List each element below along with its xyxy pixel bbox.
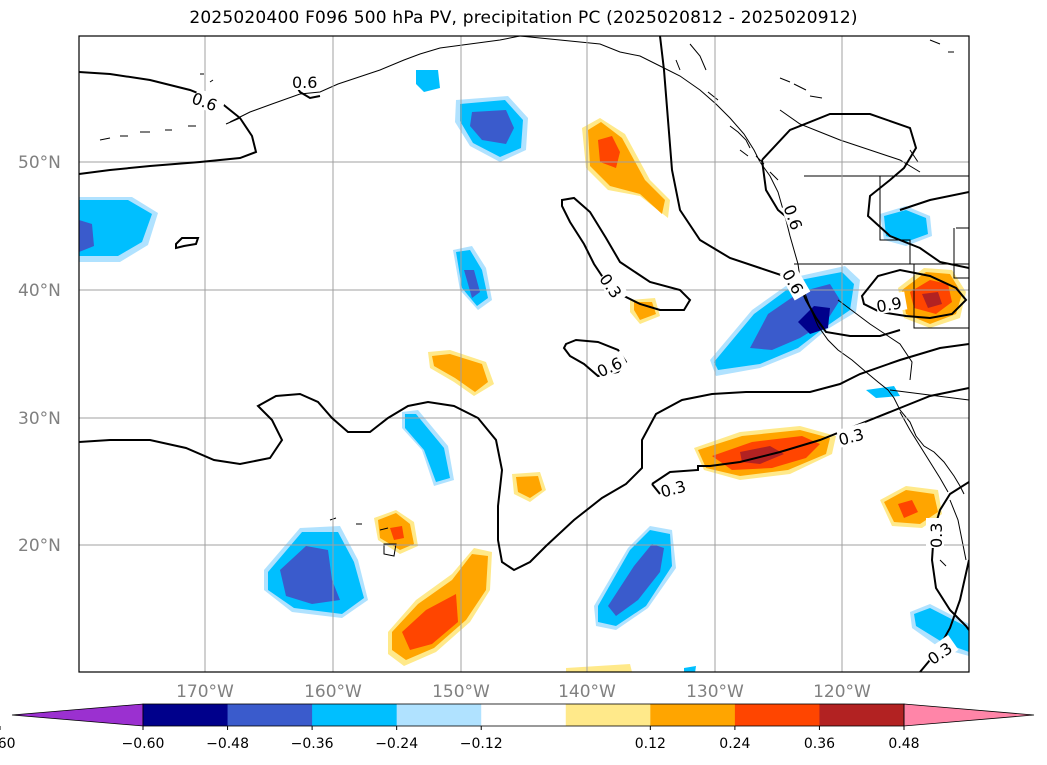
colorbar-segment xyxy=(565,704,651,726)
colorbar-tick-label: 0.24 xyxy=(719,736,750,752)
contour-label: 0.9 xyxy=(875,293,903,316)
lon-label: 170°W xyxy=(176,682,234,702)
negative-anomaly-strip xyxy=(402,410,454,486)
map-frame xyxy=(78,35,970,673)
colorbar-segment xyxy=(396,704,482,726)
negative-anomaly-southeast xyxy=(594,526,676,630)
positive-anomaly-south xyxy=(388,548,492,666)
lat-label: 30°N xyxy=(18,409,61,429)
colorbar-tick-label: 0.60 xyxy=(0,736,16,752)
positive-anomaly-subtropical-jet xyxy=(694,426,836,480)
positive-anomaly-bottom xyxy=(566,664,632,672)
precip-shading xyxy=(79,70,969,672)
colorbar-tick-label: 0.12 xyxy=(635,736,666,752)
colorbar-extend-min xyxy=(11,703,144,727)
colorbar-tick-label: −0.48 xyxy=(206,736,249,752)
negative-anomaly-small-north xyxy=(416,70,440,92)
graticule xyxy=(79,36,969,672)
colorbar-extend-max xyxy=(903,703,1035,727)
positive-anomaly-northeast-pacific xyxy=(582,118,670,218)
lon-label: 130°W xyxy=(686,682,744,702)
contour-label: 0.3 xyxy=(927,523,946,548)
colorbar-tick-label: −0.12 xyxy=(460,736,503,752)
colorbar-segment xyxy=(143,704,229,726)
lat-label: 20°N xyxy=(18,536,61,556)
political-boundaries xyxy=(779,109,969,401)
positive-anomaly-hawaii xyxy=(374,510,418,554)
colorbar: −0.60 −0.48 −0.36 −0.24 −0.12 0.12 0.24 0.36 0.4… xyxy=(0,703,1035,752)
lat-label: 50°N xyxy=(18,153,61,173)
colorbar-tick-label: 0.48 xyxy=(888,736,919,752)
colorbar-tick-label: −0.36 xyxy=(291,736,334,752)
longitude-labels: 170°W 160°W 150°W 140°W 130°W 120°W xyxy=(176,682,871,702)
colorbar-segment xyxy=(650,704,736,726)
positive-anomaly-mexico xyxy=(880,486,942,528)
lon-label: 140°W xyxy=(558,682,616,702)
negative-anomaly-gulf xyxy=(455,96,528,162)
negative-anomaly-central xyxy=(453,246,492,310)
colorbar-segment xyxy=(227,704,313,726)
pv-contours xyxy=(79,36,969,672)
latitude-labels: 50°N 40°N 30°N 20°N xyxy=(18,153,61,556)
colorbar-segment xyxy=(481,704,567,726)
colorbar-segment xyxy=(819,704,905,726)
lat-label: 40°N xyxy=(18,281,61,301)
colorbar-frame xyxy=(142,703,905,727)
map-title: 2025020400 F096 500 hPa PV, precipitatio… xyxy=(189,8,858,28)
lon-label: 150°W xyxy=(432,682,490,702)
positive-anomaly-great-basin xyxy=(898,268,966,328)
contour-label: 0.6 xyxy=(292,73,317,92)
negative-anomaly-west-edge xyxy=(79,197,158,262)
colorbar-tick-label: −0.60 xyxy=(122,736,165,752)
colorbar-segment xyxy=(312,704,398,726)
lon-label: 160°W xyxy=(304,682,362,702)
negative-anomaly-southwest xyxy=(264,526,368,618)
lon-label: 120°W xyxy=(813,682,871,702)
map-area: 0.6 0.6 0.3 0.6 0.6 0.6 0.9 0.3 0.3 0.3 … xyxy=(79,36,969,672)
colorbar-tick-label: 0.36 xyxy=(804,736,835,752)
colorbar-tick-label: −0.24 xyxy=(375,736,418,752)
colorbar-segment xyxy=(734,704,820,726)
coastlines xyxy=(99,36,967,567)
